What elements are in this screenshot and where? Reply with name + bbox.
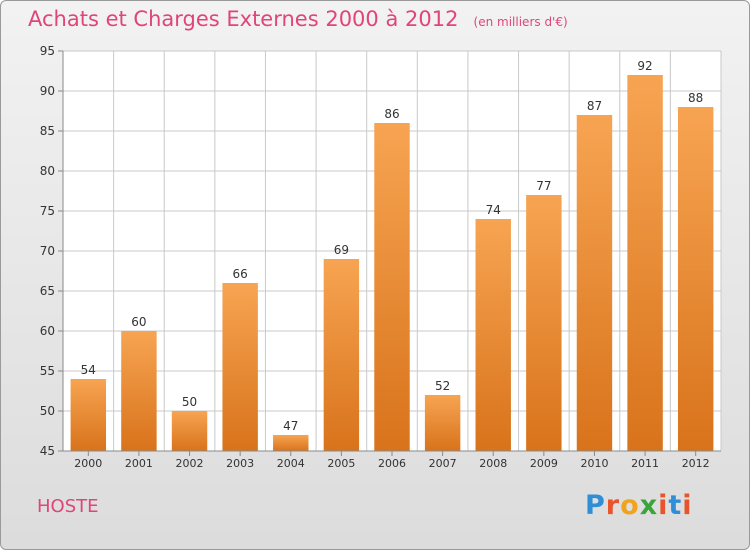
y-tick-label: 55 xyxy=(40,364,55,378)
y-tick-label: 85 xyxy=(40,124,55,138)
data-label-2009: 77 xyxy=(536,179,551,193)
data-label-2002: 50 xyxy=(182,395,197,409)
y-tick-label: 95 xyxy=(40,44,55,58)
bar-2012 xyxy=(677,107,714,451)
chart-subtitle: (en milliers d'€) xyxy=(473,15,568,29)
x-tick-label-2005: 2005 xyxy=(327,457,355,470)
data-label-2008: 74 xyxy=(486,203,501,217)
x-tick-label-2001: 2001 xyxy=(125,457,153,470)
bars xyxy=(70,75,714,451)
y-tick-label: 70 xyxy=(40,244,55,258)
y-tick-label: 65 xyxy=(40,284,55,298)
logo-letter: r xyxy=(605,490,621,521)
axes: 45 50 55 60 65 70 75 80 85 90 95 2000 2001 2002 2003 20… xyxy=(40,44,721,470)
x-tick-label-2004: 2004 xyxy=(277,457,305,470)
data-label-2000: 54 xyxy=(81,363,96,377)
logo-letter: P xyxy=(585,490,606,521)
bar-2003 xyxy=(222,283,258,451)
commune-name: HOSTE xyxy=(37,496,99,517)
data-label-2005: 69 xyxy=(334,243,349,257)
x-tick-label-2011: 2011 xyxy=(631,457,659,470)
bar-2009 xyxy=(526,195,562,451)
y-tick-label: 80 xyxy=(40,164,55,178)
logo-letter: x xyxy=(639,490,659,521)
x-tick-label-2002: 2002 xyxy=(176,457,204,470)
data-label-2007: 52 xyxy=(435,379,450,393)
data-label-2001: 60 xyxy=(131,315,146,329)
bar-2006 xyxy=(374,123,410,451)
logo-letter: o xyxy=(620,490,640,521)
y-tick-label: 60 xyxy=(40,324,55,338)
title-row: Achats et Charges Externes 2000 à 2012 (… xyxy=(28,7,568,31)
bar-2008 xyxy=(475,219,511,451)
chart-title: Achats et Charges Externes 2000 à 2012 xyxy=(28,7,459,31)
data-label-2003: 66 xyxy=(233,267,248,281)
y-tick-label: 50 xyxy=(40,404,55,418)
data-label-2006: 86 xyxy=(384,107,399,121)
bar-2004 xyxy=(273,435,309,451)
y-tick-label: 90 xyxy=(40,84,55,98)
x-tick-label-2010: 2010 xyxy=(580,457,608,470)
logo-letter: i xyxy=(682,490,693,521)
x-tick-label-2008: 2008 xyxy=(479,457,507,470)
logo-letter: t xyxy=(668,490,683,521)
bar-2011 xyxy=(627,75,663,451)
x-tick-label-2007: 2007 xyxy=(429,457,457,470)
data-label-2012: 88 xyxy=(688,91,703,105)
y-tick-label: 45 xyxy=(40,444,55,458)
y-tick-label: 75 xyxy=(40,204,55,218)
bar-2000 xyxy=(70,379,107,451)
x-tick-label-2009: 2009 xyxy=(530,457,558,470)
data-label-2011: 92 xyxy=(637,59,652,73)
x-tick-label-2000: 2000 xyxy=(74,457,102,470)
data-label-2010: 87 xyxy=(587,99,602,113)
x-tick-label-2003: 2003 xyxy=(226,457,254,470)
bar-2010 xyxy=(576,115,613,451)
bar-2001 xyxy=(121,331,157,451)
logo-letter: i xyxy=(658,490,669,521)
x-tick-label-2006: 2006 xyxy=(378,457,406,470)
bar-2002 xyxy=(171,411,208,451)
proxiti-logo: Proxiti xyxy=(585,490,693,521)
x-tick-label-2012: 2012 xyxy=(682,457,710,470)
bar-2005 xyxy=(323,259,360,451)
data-labels: 54 60 50 66 47 69 86 52 74 77 87 92 88 xyxy=(81,59,704,433)
data-label-2004: 47 xyxy=(283,419,298,433)
bar-2007 xyxy=(424,395,461,451)
